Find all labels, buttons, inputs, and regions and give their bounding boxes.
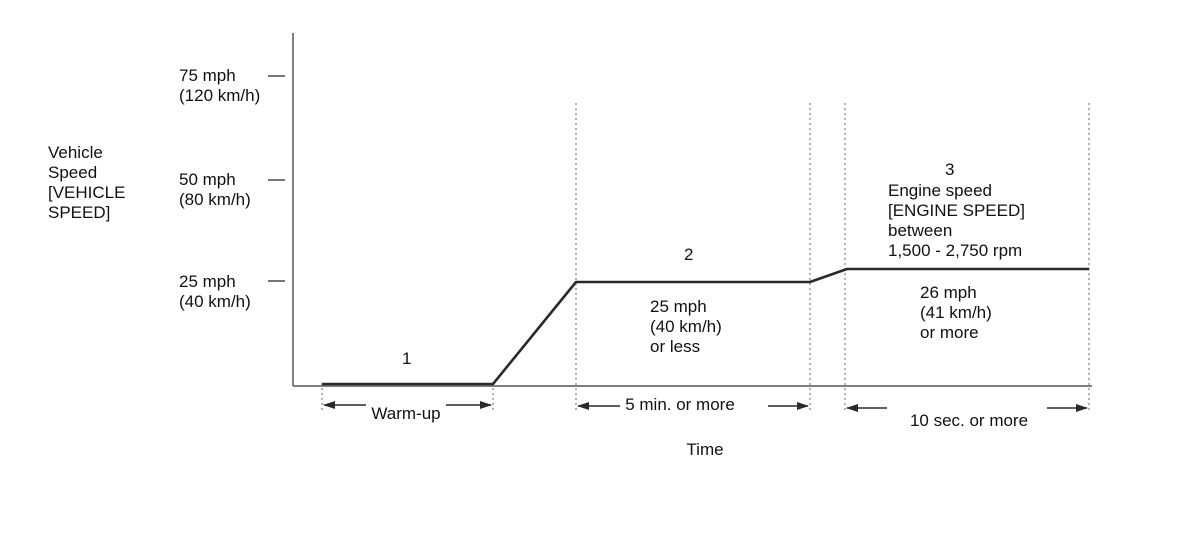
tick-label-75: 75 mph (120 km/h) xyxy=(179,66,260,106)
y-axis-label: Vehicle Speed [VEHICLE SPEED] xyxy=(48,143,125,223)
tick-label-kmh: (80 km/h) xyxy=(179,190,251,209)
phase-1-number: 1 xyxy=(402,349,412,368)
phase-1-duration: Warm-up xyxy=(368,404,444,424)
phase-3-number: 3 xyxy=(945,160,955,179)
tick-label-50: 50 mph (80 km/h) xyxy=(179,170,251,210)
phase-3-condition-line: Engine speed xyxy=(888,181,992,200)
tick-label-25: 25 mph (40 km/h) xyxy=(179,272,251,312)
tick-label-mph: 50 mph xyxy=(179,170,236,189)
y-axis-label-line: SPEED] xyxy=(48,203,111,222)
phase-3-condition-line: 1,500 - 2,750 rpm xyxy=(888,241,1023,260)
phase-3-speed-line: (41 km/h) xyxy=(920,303,992,322)
speed-profile-line xyxy=(322,267,1089,386)
phase-2-condition-line: 25 mph xyxy=(650,297,707,316)
y-axis-label-line: Vehicle xyxy=(48,143,103,162)
phase-2-condition-line: or less xyxy=(650,337,701,356)
phase-3-condition: Engine speed [ENGINE SPEED] between 1,50… xyxy=(888,181,1025,261)
phase-guides xyxy=(321,103,1090,412)
tick-label-mph: 75 mph xyxy=(179,66,236,85)
y-axis-label-line: Speed xyxy=(48,163,98,182)
phase-2-number: 2 xyxy=(684,245,694,264)
phase-3-speed: 26 mph (41 km/h) or more xyxy=(920,283,992,343)
phase-3-speed-line: 26 mph xyxy=(920,283,977,302)
tick-label-mph: 25 mph xyxy=(179,272,236,291)
phase-3-condition-line: between xyxy=(888,221,953,240)
phase-2-condition-line: (40 km/h) xyxy=(650,317,722,336)
phase-2-condition: 25 mph (40 km/h) or less xyxy=(650,297,722,357)
phase-3-condition-line: [ENGINE SPEED] xyxy=(888,201,1025,220)
x-axis-label: Time xyxy=(686,440,724,459)
tick-label-kmh: (40 km/h) xyxy=(179,292,251,311)
y-axis-label-line: [VEHICLE xyxy=(48,183,126,202)
phase-3-duration: 10 sec. or more xyxy=(906,411,1032,431)
tick-label-kmh: (120 km/h) xyxy=(179,86,261,105)
duration-arrows xyxy=(323,401,1088,412)
phase-3-speed-line: or more xyxy=(920,323,979,342)
phase-2-duration: 5 min. or more xyxy=(622,395,738,415)
